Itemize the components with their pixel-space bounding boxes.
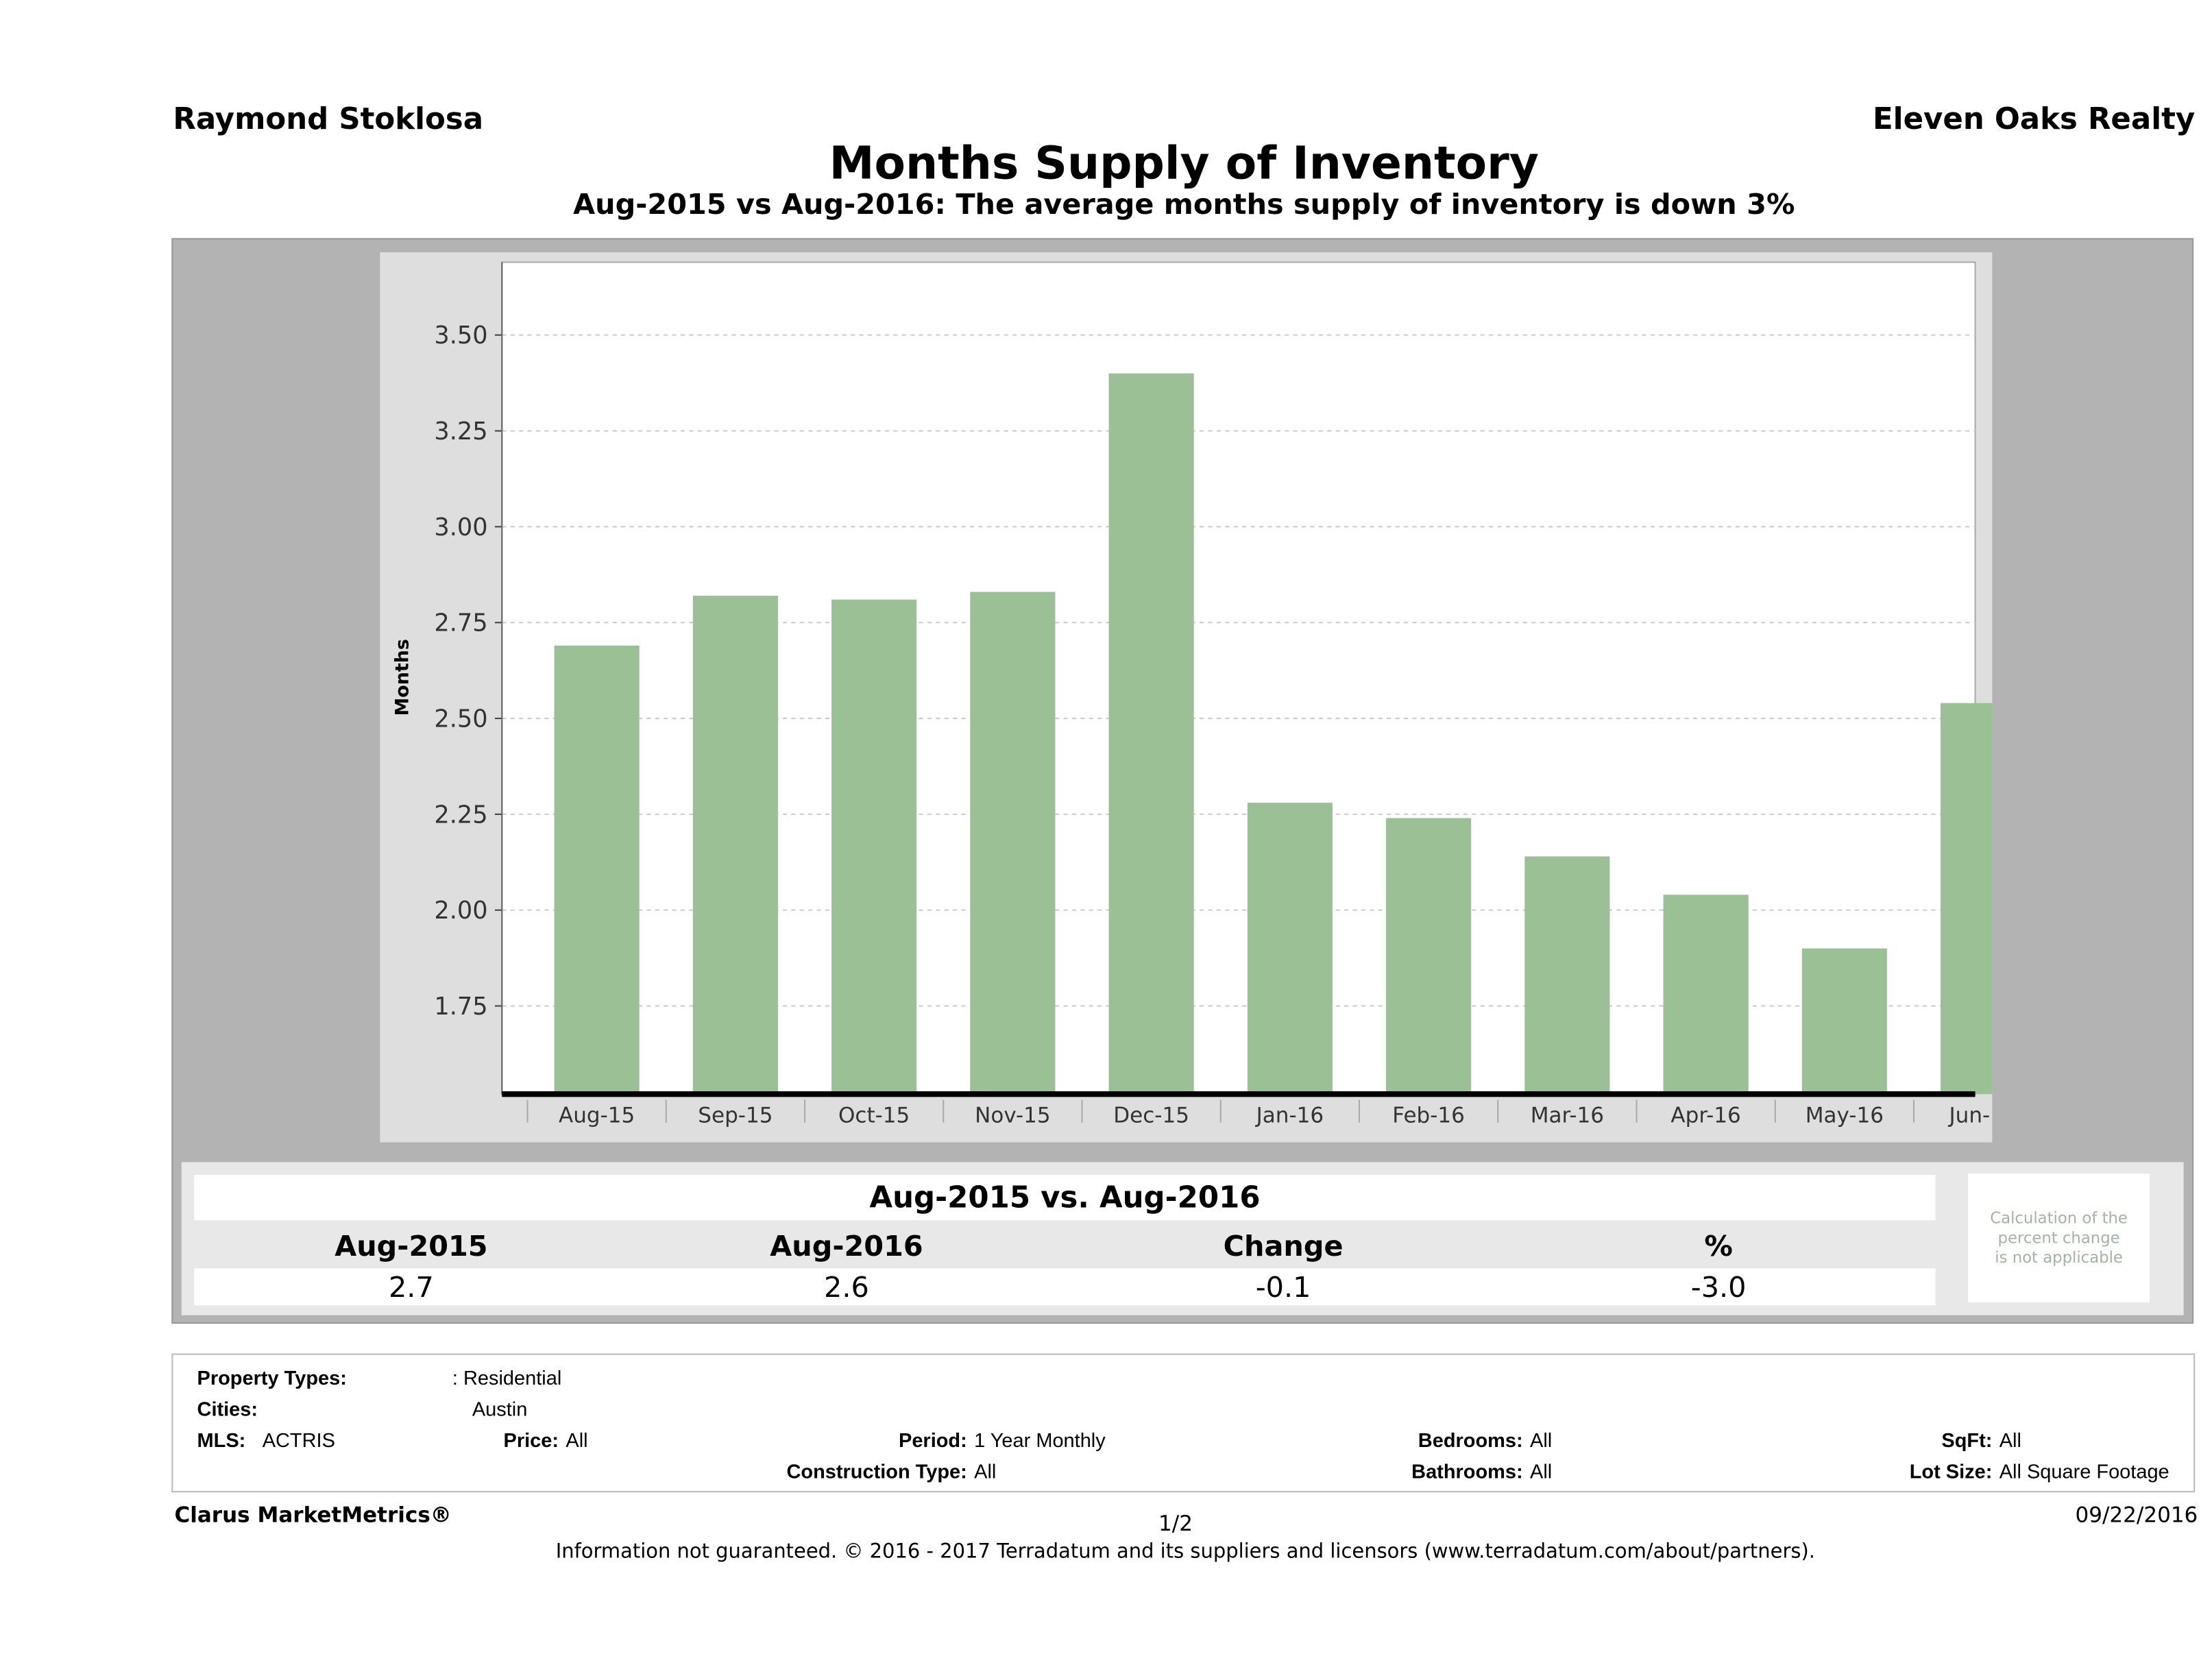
y-tick-label: 2.25 bbox=[434, 801, 487, 829]
y-axis-label: Months bbox=[392, 639, 413, 716]
sqft-value: All bbox=[1999, 1428, 2021, 1452]
x-tick-label: Nov-15 bbox=[975, 1104, 1050, 1128]
y-tick-label: 2.50 bbox=[434, 705, 487, 733]
percent-note: Calculation of the percent change is not… bbox=[1968, 1173, 2150, 1303]
brand-name: Clarus MarketMetrics® bbox=[174, 1502, 452, 1528]
y-tick-label: 3.25 bbox=[434, 417, 487, 446]
construction-filter: Construction Type: All bbox=[786, 1459, 997, 1483]
bar-oct-15 bbox=[831, 599, 917, 1095]
bathrooms-value: All bbox=[1530, 1459, 1553, 1483]
mls-label: MLS: bbox=[197, 1428, 246, 1452]
note-line: is not applicable bbox=[1995, 1248, 2123, 1267]
y-tick-label: 1.75 bbox=[434, 993, 487, 1021]
price-value: All bbox=[566, 1428, 588, 1452]
comparison-value-row: 2.7 2.6 -0.1 -3.0 bbox=[194, 1268, 1936, 1306]
sqft-label: SqFt: bbox=[1941, 1428, 1993, 1452]
chart-subtitle: Aug-2015 vs Aug-2016: The average months… bbox=[573, 186, 1795, 221]
note-line: percent change bbox=[1997, 1228, 2120, 1248]
header-change: Change bbox=[1223, 1228, 1344, 1263]
header-percent: % bbox=[1704, 1228, 1733, 1263]
period-value: 1 Year Monthly bbox=[974, 1428, 1106, 1452]
bathrooms-label: Bathrooms: bbox=[1411, 1459, 1523, 1483]
bar-apr-16 bbox=[1663, 895, 1749, 1095]
mls-value: ACTRIS bbox=[262, 1428, 335, 1452]
lot-size-value: All Square Footage bbox=[1999, 1459, 2170, 1483]
y-tick-label: 2.00 bbox=[434, 897, 487, 925]
bar-jan-16 bbox=[1247, 803, 1333, 1095]
lot-size-label: Lot Size: bbox=[1909, 1459, 1993, 1483]
bar-feb-16 bbox=[1386, 818, 1472, 1095]
y-tick-label: 3.50 bbox=[434, 321, 487, 350]
bar-sep-15 bbox=[692, 596, 778, 1095]
y-tick-label: 3.00 bbox=[434, 513, 487, 542]
y-tick-label: 2.75 bbox=[434, 609, 487, 637]
bar-may-16 bbox=[1801, 948, 1887, 1095]
period-filter: Period: 1 Year Monthly bbox=[899, 1428, 1106, 1452]
price-filter: Price: All bbox=[504, 1428, 588, 1452]
bedrooms-value: All bbox=[1530, 1428, 1553, 1452]
chart-title: Months Supply of Inventory bbox=[829, 136, 1539, 191]
header-aug-2016: Aug-2016 bbox=[770, 1228, 923, 1263]
page-number: 1/2 bbox=[1158, 1511, 1193, 1537]
x-tick-label: Mar-16 bbox=[1531, 1104, 1604, 1128]
filter-summary: Property Types: : Residential Cities: Au… bbox=[171, 1353, 2196, 1493]
comparison-table: Aug-2015 vs. Aug-2016 Aug-2015 Aug-2016 … bbox=[181, 1162, 2184, 1315]
construction-value: All bbox=[974, 1459, 997, 1483]
agent-name: Raymond Stoklosa bbox=[173, 101, 484, 136]
bar-mar-16 bbox=[1524, 856, 1610, 1095]
bar-jun-16 bbox=[1941, 703, 1993, 1095]
bar-dec-15 bbox=[1108, 373, 1194, 1095]
x-tick-label: May-16 bbox=[1806, 1104, 1884, 1128]
x-tick-label: Feb-16 bbox=[1392, 1104, 1465, 1128]
bathrooms-filter: Bathrooms: All bbox=[1411, 1459, 1553, 1483]
period-label: Period: bbox=[899, 1428, 967, 1452]
property-types-value: : Residential bbox=[452, 1366, 562, 1389]
property-types-label: Property Types: bbox=[197, 1366, 347, 1389]
header-aug-2015: Aug-2015 bbox=[335, 1228, 488, 1263]
x-tick-label: Sep-15 bbox=[698, 1104, 773, 1128]
bar-aug-15 bbox=[554, 645, 640, 1095]
x-tick-label: Dec-15 bbox=[1113, 1104, 1189, 1128]
value-percent: -3.0 bbox=[1690, 1269, 1747, 1304]
comparison-header-row: Aug-2015 Aug-2016 Change % bbox=[194, 1226, 1935, 1265]
cities-label: Cities: bbox=[197, 1397, 258, 1420]
x-tick-label: Aug-15 bbox=[559, 1104, 635, 1128]
comparison-title: Aug-2015 vs. Aug-2016 bbox=[194, 1175, 1936, 1221]
x-tick-label: Jun-16 bbox=[1948, 1104, 1993, 1128]
bar-nov-15 bbox=[970, 592, 1056, 1095]
lot-size-filter: Lot Size: All Square Footage bbox=[1910, 1459, 2170, 1483]
bedrooms-filter: Bedrooms: All bbox=[1418, 1428, 1553, 1452]
value-aug-2015: 2.7 bbox=[388, 1269, 434, 1304]
x-tick-label: Oct-15 bbox=[838, 1104, 910, 1128]
x-tick-label: Apr-16 bbox=[1670, 1104, 1740, 1128]
x-tick-label: Jan-16 bbox=[1255, 1104, 1324, 1128]
bedrooms-label: Bedrooms: bbox=[1418, 1428, 1523, 1452]
x-axis bbox=[502, 1091, 1976, 1097]
report-date: 09/22/2016 bbox=[2075, 1502, 2198, 1528]
construction-label: Construction Type: bbox=[786, 1459, 967, 1483]
sqft-filter: SqFt: All bbox=[1941, 1428, 2021, 1452]
value-change: -0.1 bbox=[1255, 1269, 1311, 1304]
cities-value: Austin bbox=[472, 1397, 528, 1420]
note-line: Calculation of the bbox=[1990, 1208, 2128, 1228]
value-aug-2016: 2.6 bbox=[824, 1269, 869, 1304]
price-label: Price: bbox=[503, 1428, 559, 1452]
bar-chart: 1.75 2.00 2.25 2.50 2.75 3.00 3.25 3.50 Aug-15 Se… bbox=[392, 261, 1993, 1128]
brokerage-name: Eleven Oaks Realty bbox=[1873, 101, 2196, 136]
disclaimer: Information not guaranteed. © 2016 - 201… bbox=[555, 1540, 1815, 1564]
